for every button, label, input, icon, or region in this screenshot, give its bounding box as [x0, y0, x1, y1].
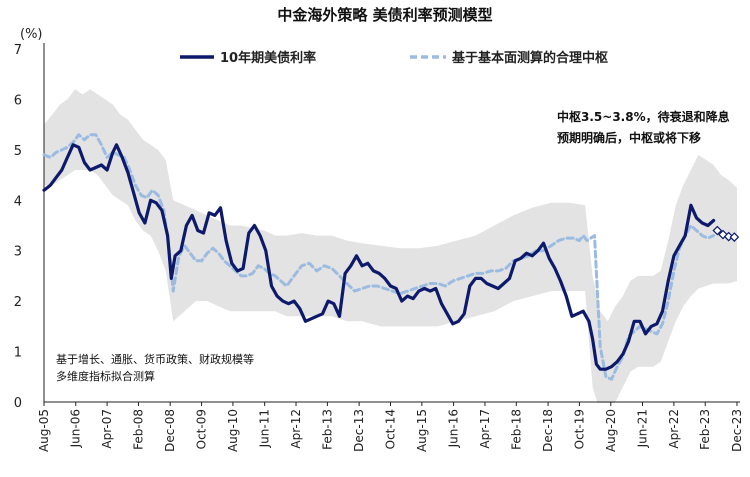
- x-tick-label: Jun-11: [258, 409, 272, 448]
- confidence-band: [44, 89, 737, 418]
- plot-area: 0 1 2 3 4 5 6 7 Aug-05 Jun-06 Apr-07 Feb-08 Dec-08 Oc…: [14, 43, 744, 452]
- y-tick-label: 4: [14, 194, 22, 209]
- y-axis-unit-label: (%): [20, 27, 43, 42]
- x-tick-label: Oct-09: [195, 409, 209, 449]
- x-tick-label: Jun-21: [636, 409, 650, 448]
- annotation-bottom-left-line2: 多维度指标拟合测算: [56, 369, 155, 383]
- y-tick-label: 2: [14, 295, 22, 310]
- y-tick-label: 3: [14, 245, 22, 260]
- y-tick-label: 7: [14, 43, 22, 58]
- x-tick-label: Aug-10: [226, 409, 240, 452]
- x-tick-label: Oct-19: [572, 409, 586, 449]
- y-tick-label: 6: [14, 93, 22, 108]
- band-clip-mask: [42, 403, 742, 423]
- x-tick-label: Aug-20: [604, 409, 618, 452]
- x-tick-label: Dec-18: [541, 409, 555, 452]
- legend-label-fair-value: 基于基本面测算的合理中枢: [451, 50, 608, 66]
- x-tick-label: Jun-16: [447, 409, 461, 448]
- y-tick-label: 0: [14, 396, 22, 411]
- fair-value-series-line: [42, 133, 716, 381]
- x-tick-label: Feb-13: [320, 409, 334, 450]
- y-tick-label: 5: [14, 144, 22, 159]
- projection-diamond-marker: [718, 229, 728, 240]
- y-tick-label: 1: [14, 346, 22, 361]
- legend-label-treasury-yield: 10年期美债利率: [220, 50, 316, 66]
- x-tick-label: Feb-18: [509, 409, 523, 450]
- x-tick-label: Feb-08: [131, 409, 145, 450]
- x-tick-label: Oct-14: [383, 409, 397, 449]
- x-tick-label: Aug-15: [415, 409, 429, 452]
- chart-title: 中金海外策略 美债利率预测模型: [277, 6, 492, 24]
- x-tick-label: Dec-23: [730, 409, 744, 452]
- x-tick-label: Apr-22: [667, 409, 681, 449]
- x-tick-label: Apr-17: [478, 409, 492, 449]
- legend: 10年期美债利率 基于基本面测算的合理中枢: [180, 50, 608, 66]
- projection-diamond-marker: [712, 225, 723, 236]
- annotation-top-right-line1: 中枢3.5~3.8%，待衰退和降息: [557, 109, 730, 124]
- x-tick-label: Dec-08: [163, 409, 177, 452]
- annotation-bottom-left-line1: 基于增长、通胀、货币政策、财政规模等: [56, 352, 254, 366]
- x-tick-label: Aug-05: [37, 409, 51, 452]
- annotation-top-right-line2: 预期明确后，中枢或将下移: [557, 130, 701, 145]
- x-tick-label: Jun-06: [69, 409, 83, 448]
- projection-diamond-marker: [729, 232, 740, 242]
- x-tick-label: Dec-13: [352, 409, 366, 452]
- x-tick-label: Feb-23: [698, 409, 712, 450]
- treasury-yield-series-line: [42, 143, 716, 371]
- x-tick-label: Apr-12: [289, 409, 303, 449]
- x-tick-label: Apr-07: [100, 409, 114, 449]
